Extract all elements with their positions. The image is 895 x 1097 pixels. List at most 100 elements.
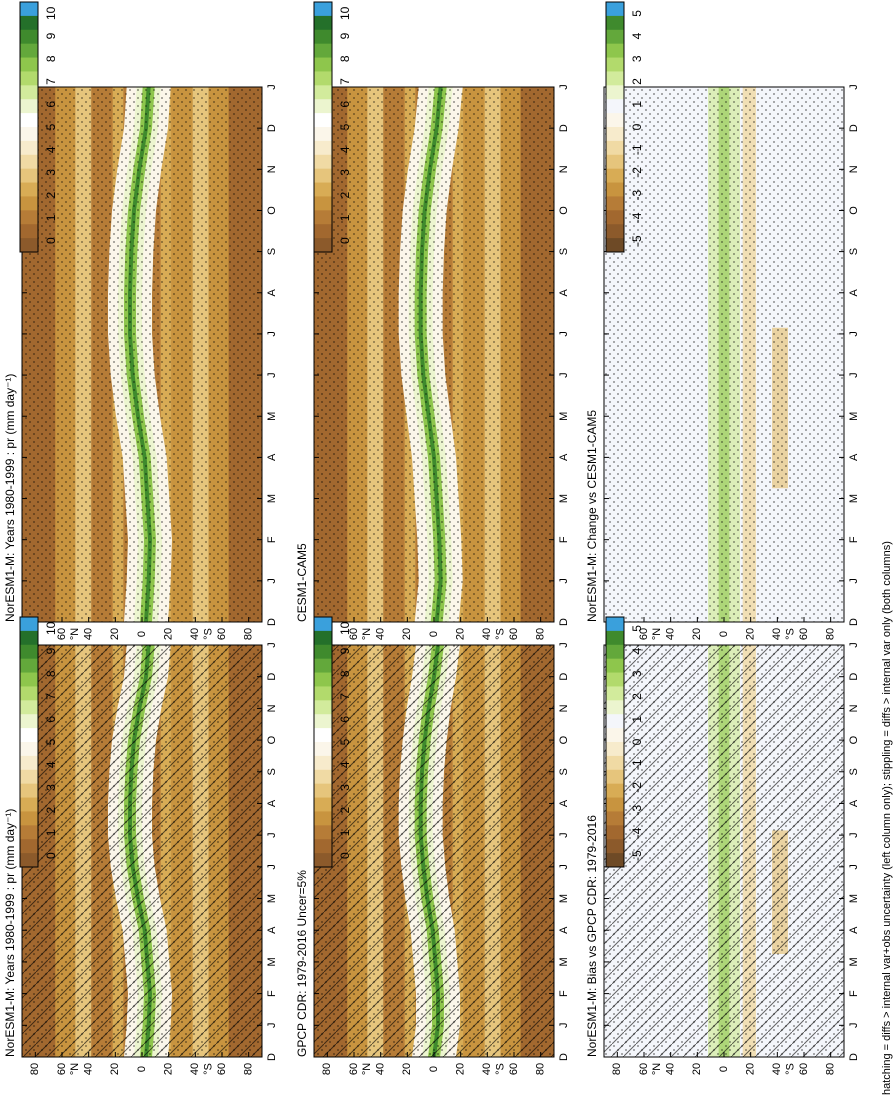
month-label: F <box>558 990 570 997</box>
colorbar-tick-label: 6 <box>44 716 58 723</box>
hemisphere-label: °S <box>203 628 215 640</box>
lat-label: 20 <box>163 1063 175 1075</box>
month-label: D <box>848 124 860 132</box>
month-label: D <box>558 124 570 132</box>
colorbar-tick-label: 4 <box>630 647 644 654</box>
colorbar-swatch <box>314 630 332 646</box>
month-label: A <box>848 799 860 807</box>
colorbar-swatch <box>606 797 624 812</box>
month-label: D <box>266 618 278 626</box>
colorbar-swatch <box>606 43 624 59</box>
colorbar-tick-label: 1 <box>44 829 58 836</box>
colorbar-swatch <box>20 825 38 840</box>
lat-label: 20 <box>455 1063 467 1075</box>
hatching <box>314 645 554 1057</box>
stippling <box>22 87 262 622</box>
month-label: M <box>848 894 860 903</box>
colorbar-frame <box>313 616 333 868</box>
hemisphere-label: °N <box>361 1063 373 1075</box>
colorbar-swatch <box>20 113 38 128</box>
colorbar-swatch <box>314 127 332 142</box>
colorbar-swatch <box>314 783 332 799</box>
lat-label: 80 <box>29 1063 41 1075</box>
hemisphere-label: °S <box>495 628 507 640</box>
colorbar-tick-label: 3 <box>44 169 58 176</box>
colorbar-swatch <box>314 140 332 156</box>
lat-label: 40 <box>481 628 493 640</box>
lat-label: 60 <box>638 628 650 640</box>
lat-label: 40 <box>665 1063 677 1075</box>
colorbar-tick-label: 5 <box>630 10 644 17</box>
colorbar-swatch <box>606 700 624 715</box>
lat-label: 40 <box>771 1063 783 1075</box>
lat-label: 0 <box>428 1066 440 1072</box>
month-label: M <box>266 494 278 503</box>
colorbar-tick-label: 5 <box>338 123 352 130</box>
lat-label: 20 <box>691 1063 703 1075</box>
lat-label: 20 <box>401 1063 413 1075</box>
lat-label: 80 <box>535 628 547 640</box>
colorbar-swatch <box>20 797 38 812</box>
colorbar-swatch <box>20 617 38 632</box>
month-label: J <box>848 578 860 584</box>
month-label: A <box>558 799 570 807</box>
month-label: J <box>266 84 278 90</box>
colorbar-swatch <box>314 99 332 114</box>
colorbar-tick-label: 7 <box>338 78 352 85</box>
colorbar-swatch <box>20 672 38 687</box>
month-label: A <box>266 799 278 807</box>
colorbar-swatch <box>314 238 332 253</box>
colorbar-swatch <box>20 43 38 59</box>
colorbar-swatch <box>314 71 332 86</box>
colorbar-tick-label: 2 <box>338 192 352 199</box>
colorbar-swatch <box>20 2 38 17</box>
colorbar-swatch <box>20 742 38 757</box>
hatching <box>22 645 262 1057</box>
month-label: O <box>848 206 860 215</box>
hemisphere-label: °N <box>651 1063 663 1075</box>
colorbar-swatch <box>606 728 624 743</box>
month-label: O <box>848 735 860 744</box>
month-label: J <box>558 578 570 584</box>
colorbar-swatch <box>20 630 38 646</box>
colorbar-swatch <box>606 154 624 170</box>
colorbar-tick-label: 10 <box>44 621 58 635</box>
colorbar-swatch <box>314 29 332 45</box>
colorbar-swatch <box>20 728 38 743</box>
colorbar-swatch <box>606 783 624 799</box>
colorbar-swatch <box>606 686 624 701</box>
colorbar-swatch <box>606 853 624 868</box>
lat-label: 60 <box>798 628 810 640</box>
colorbar-swatch <box>20 210 38 225</box>
colorbar-frame <box>605 1 625 253</box>
lat-label: 60 <box>508 1063 520 1075</box>
lat-label: 20 <box>109 1063 121 1075</box>
colorbar-swatch <box>606 71 624 86</box>
colorbar-swatch <box>314 853 332 868</box>
month-label: S <box>266 248 278 255</box>
colorbar-swatch <box>20 71 38 86</box>
month-label: A <box>266 288 278 296</box>
month-label: A <box>558 288 570 296</box>
colorbar-tick-label: 6 <box>338 101 352 108</box>
lat-label: 20 <box>745 1063 757 1075</box>
colorbar-4: 5 4 3 2 1 0 -1 -2 -3 -4 -5 <box>605 616 644 868</box>
colorbar-swatch <box>20 700 38 715</box>
colorbar-swatch <box>20 853 38 868</box>
colorbar-swatch <box>314 196 332 211</box>
colorbar-swatch <box>314 672 332 687</box>
panel-1: DJFMAMJJASONDJ80604020020406080°N°SNorES… <box>3 84 278 640</box>
month-label: J <box>558 372 570 378</box>
hatching <box>604 645 844 1057</box>
colorbar-swatch <box>606 617 624 632</box>
colorbar-swatch <box>606 210 624 225</box>
lat-label: 80 <box>825 1063 837 1075</box>
colorbar-swatch <box>606 714 624 729</box>
colorbar-swatch <box>20 686 38 701</box>
hemisphere-label: °N <box>651 628 663 640</box>
colorbar-swatch <box>606 742 624 757</box>
colorbar-tick-label: 2 <box>44 192 58 199</box>
colorbar-swatch <box>314 728 332 743</box>
colorbar-tick-label: 7 <box>44 78 58 85</box>
